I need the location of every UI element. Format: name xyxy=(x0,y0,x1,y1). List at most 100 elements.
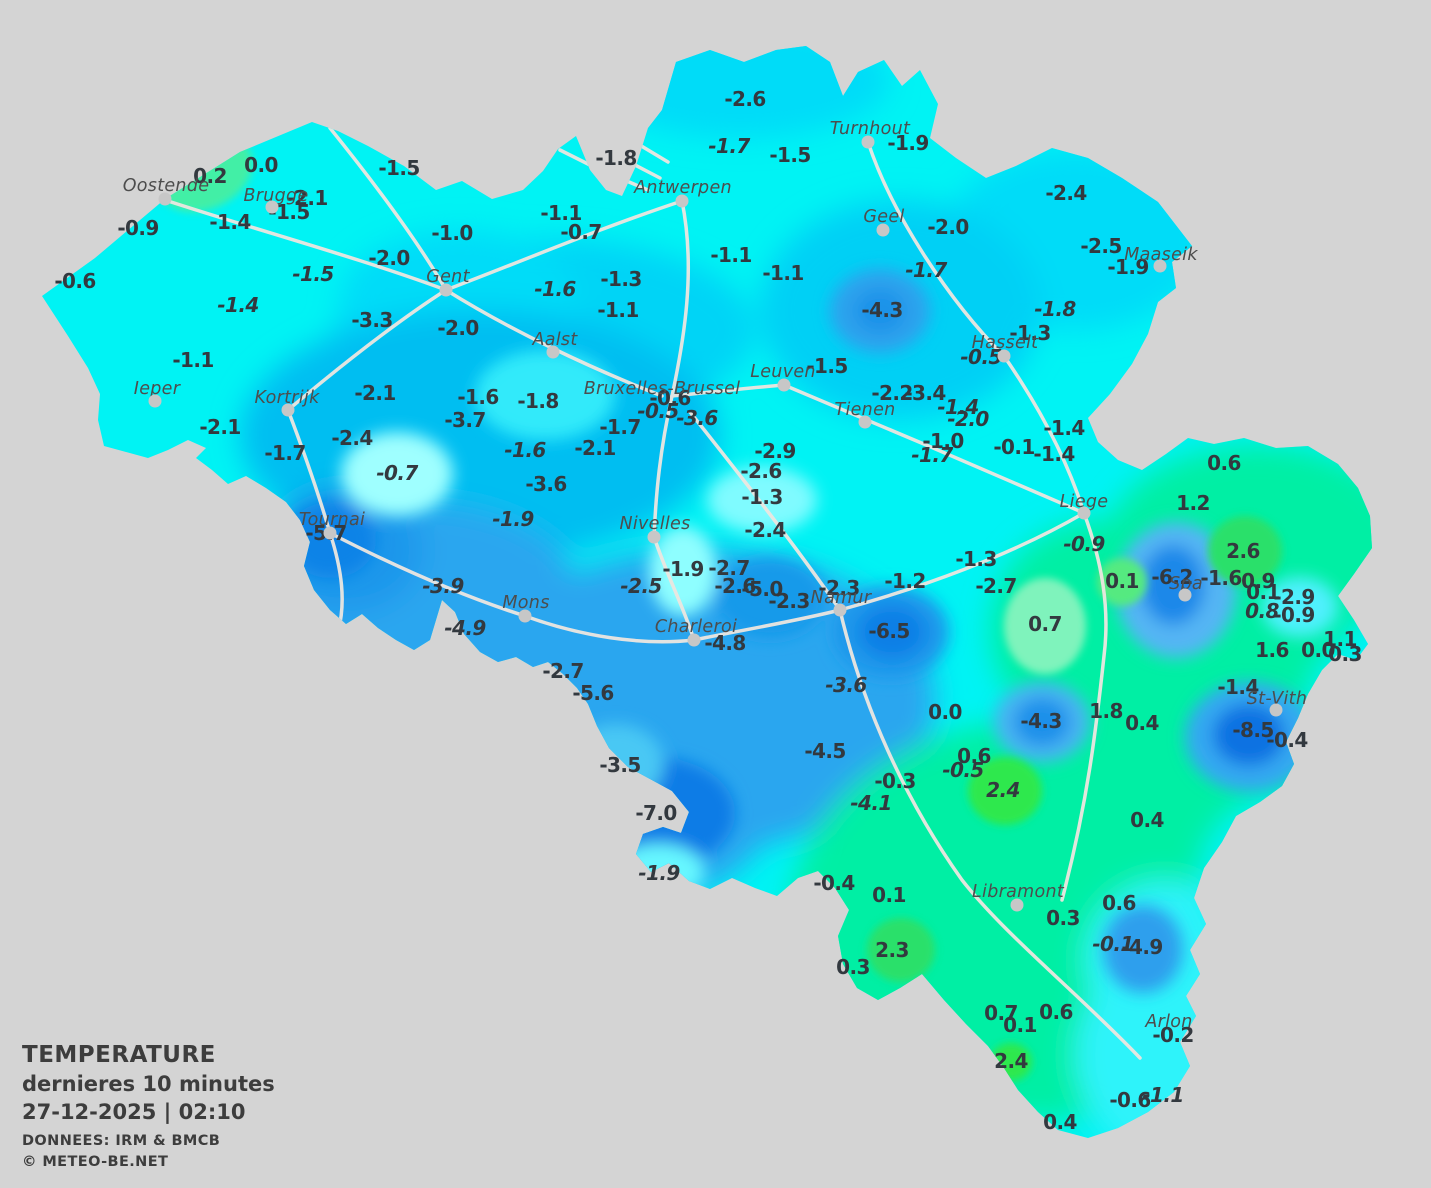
temp-value: -1.6 xyxy=(534,277,576,301)
temp-value: -2.7 xyxy=(708,556,750,580)
city-label: Charleroi xyxy=(654,617,738,637)
temp-value: -1.8 xyxy=(1034,297,1076,321)
temp-value: 1.1 xyxy=(1323,627,1357,651)
city-label: Kortrijk xyxy=(254,388,320,408)
temp-value: -2.0 xyxy=(437,316,479,340)
temp-value: -1.9 xyxy=(492,507,534,531)
city-label: Turnhout xyxy=(829,119,911,139)
city-label: Namur xyxy=(810,588,872,608)
temp-value: -2.1 xyxy=(199,415,241,439)
temp-value: 0.4 xyxy=(1043,1110,1077,1134)
temp-value: 2.6 xyxy=(1226,539,1260,563)
temp-value: -3.5 xyxy=(599,753,641,777)
temp-value: -0.6 xyxy=(649,386,691,410)
city-dot xyxy=(1153,259,1167,273)
city-dot xyxy=(861,135,875,149)
temp-value: -1.4 xyxy=(209,210,251,234)
temp-value: -2.6 xyxy=(724,87,766,111)
temp-value: 0.4 xyxy=(1125,711,1159,735)
temp-value: -1.8 xyxy=(517,389,559,413)
temp-value: -1.5 xyxy=(769,143,811,167)
temp-value: -3.6 xyxy=(676,406,718,430)
temp-value: -1.3 xyxy=(600,267,642,291)
legend-block: TEMPERATURE dernieres 10 minutes 27-12-2… xyxy=(22,1042,275,1170)
city-label: Tienen xyxy=(834,400,896,420)
temp-value: -4.3 xyxy=(1020,709,1062,733)
temp-value: 2.4 xyxy=(986,778,1020,802)
temp-value: -0.5 xyxy=(637,399,679,423)
temp-value: -1.9 xyxy=(662,557,704,581)
data-source: DONNEES: IRM & BMCB xyxy=(22,1133,221,1149)
city-dot xyxy=(148,394,162,408)
temp-value: -1.7 xyxy=(911,443,953,467)
temp-value: -1.5 xyxy=(378,156,420,180)
temp-value: 0.0 xyxy=(244,153,278,177)
temp-value: -1.7 xyxy=(708,134,750,158)
temp-value: -2.6 xyxy=(740,459,782,483)
temp-value: -1.4 xyxy=(1217,675,1259,699)
temp-value: 0.4 xyxy=(1130,808,1164,832)
temp-value: -0.7 xyxy=(560,220,602,244)
temp-value: 0.1 xyxy=(1003,1013,1037,1037)
temp-value: -0.5 xyxy=(960,345,1002,369)
city-label: Ieper xyxy=(133,379,181,399)
temp-value: -1.5 xyxy=(806,354,848,378)
temp-value: -0.6 xyxy=(54,269,96,293)
temp-value: 0.6 xyxy=(1039,1000,1073,1024)
city-dot xyxy=(876,223,890,237)
temp-value: -0.9 xyxy=(117,216,159,240)
temp-value: -2.7 xyxy=(542,659,584,683)
temp-value: -4.9 xyxy=(1121,935,1163,959)
temp-value: -5.0 xyxy=(741,577,783,601)
temp-value: -1.1 xyxy=(762,261,804,285)
temp-value: -2.6 xyxy=(714,574,756,598)
temp-value: -1.5 xyxy=(292,262,334,286)
city-label: Maaseik xyxy=(1124,245,1198,265)
temp-value: -3.3 xyxy=(351,308,393,332)
temp-value: -3.9 xyxy=(422,574,464,598)
temp-value: 2.3 xyxy=(875,938,909,962)
temp-value: -0.4 xyxy=(813,871,855,895)
temp-value: 1.6 xyxy=(1255,638,1289,662)
temp-value: -8.5 xyxy=(1232,718,1274,742)
map-title: TEMPERATURE xyxy=(22,1042,216,1068)
temp-value: -1.8 xyxy=(595,146,637,170)
city-dot xyxy=(518,609,532,623)
temp-value: 0.3 xyxy=(1328,642,1362,666)
temp-value: -6.5 xyxy=(868,619,910,643)
city-label: Tournai xyxy=(298,510,366,530)
city-label: Libramont xyxy=(971,882,1065,902)
temp-value: 0.7 xyxy=(984,1001,1018,1025)
roads xyxy=(163,126,1142,1060)
city-label: Nivelles xyxy=(619,514,691,534)
city-dot xyxy=(1010,898,1024,912)
copyright: © METEO-BE.NET xyxy=(22,1154,169,1170)
temp-value: -1.0 xyxy=(922,429,964,453)
city-dot xyxy=(546,345,560,359)
temp-value: -2.3 xyxy=(818,576,860,600)
temp-value: 2.4 xyxy=(994,1049,1028,1073)
temp-value: -2.1 xyxy=(354,381,396,405)
temp-value: 0.9 xyxy=(1241,569,1275,593)
temp-value: -1.1 xyxy=(597,298,639,322)
city-label: Antwerpen xyxy=(634,178,732,198)
temp-value: -7.0 xyxy=(635,801,677,825)
city-label: Spa xyxy=(1169,574,1203,594)
city-label: Mons xyxy=(502,593,550,613)
temp-value: -4.5 xyxy=(804,739,846,763)
city-label: Aalst xyxy=(532,330,578,350)
city-dot xyxy=(687,633,701,647)
temp-value: 1.8 xyxy=(1089,699,1123,723)
temp-value: -3.4 xyxy=(904,381,946,405)
city-dot xyxy=(265,200,279,214)
temp-value: 0.1 xyxy=(872,883,906,907)
temp-value: -3.6 xyxy=(825,673,867,697)
temp-value: -1.9 xyxy=(638,861,680,885)
temp-value: -1.6 xyxy=(457,385,499,409)
city-label: Hasselt xyxy=(971,333,1039,353)
temp-value: -4.1 xyxy=(850,791,892,815)
temp-value: -1.7 xyxy=(599,415,641,439)
temp-value: -1.0 xyxy=(431,221,473,245)
city-label: St-Vith xyxy=(1246,689,1308,709)
